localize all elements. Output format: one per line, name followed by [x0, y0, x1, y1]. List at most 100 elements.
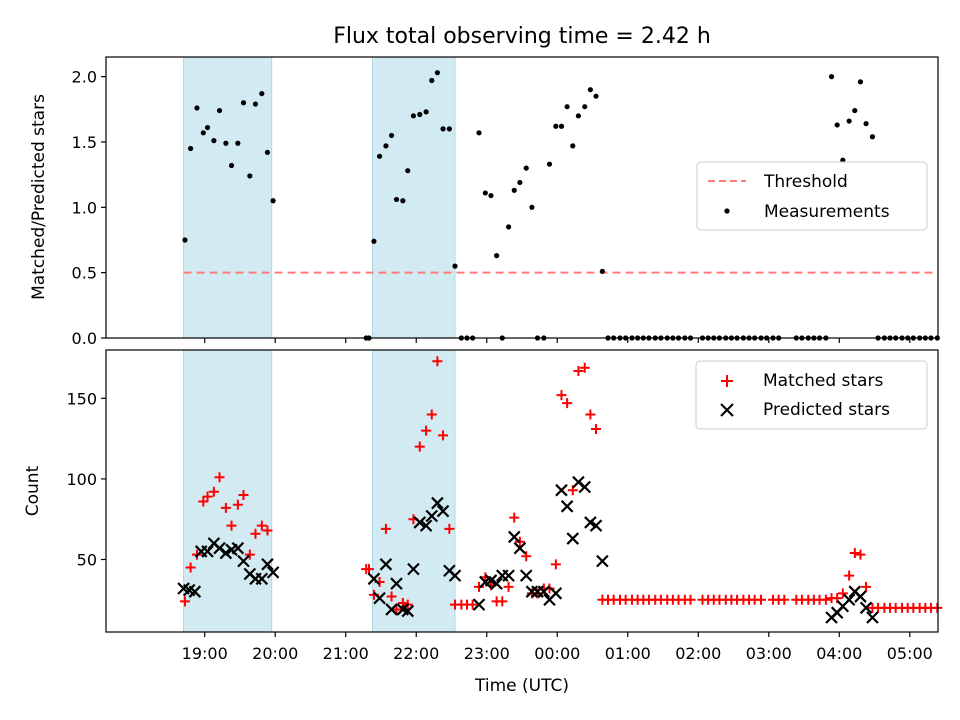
predicted-star-point: [201, 545, 214, 558]
measurement-point: [529, 204, 535, 210]
measurement-point: [405, 168, 411, 174]
predicted-star-points: [177, 475, 879, 624]
matched-star-point: [855, 549, 866, 560]
x-tick-label: 23:00: [464, 644, 510, 663]
measurement-point: [182, 237, 188, 243]
bottom-x-axis: 19:00 20:00 21:00 22:00 23:00 00:00 01:00 02:00…: [182, 632, 933, 663]
matched-star-point: [432, 356, 443, 367]
matched-star-point: [220, 502, 231, 513]
predicted-star-point: [407, 562, 420, 576]
predicted-star-point: [854, 590, 867, 603]
matched-star-point: [585, 409, 596, 420]
measurement-point: [599, 268, 605, 274]
legend-matched-label: Matched stars: [763, 371, 883, 391]
predicted-star-point: [519, 569, 533, 582]
measurement-point: [440, 126, 446, 132]
x-tick-label: 05:00: [887, 644, 933, 663]
bottom-y-axis: 50 100 150: [66, 389, 106, 569]
x-tick-label: 03:00: [746, 644, 792, 663]
matched-star-point: [550, 559, 561, 570]
measurement-point: [852, 107, 858, 114]
measurement-point: [228, 162, 235, 169]
matched-star-point: [386, 591, 397, 602]
y-tick-label: 150: [66, 389, 97, 408]
measurement-point: [834, 122, 840, 128]
measurement-point: [388, 132, 395, 139]
measurement-point: [564, 104, 570, 110]
shaded-interval-2: [372, 349, 456, 633]
y-tick-label: 1.5: [72, 133, 97, 152]
predicted-star-point: [866, 611, 879, 624]
predicted-star-point: [502, 569, 515, 582]
matched-star-point: [932, 602, 943, 613]
y-tick-label: 1.0: [72, 198, 97, 217]
predicted-star-point: [448, 569, 462, 582]
top-x-ticks: [204, 338, 911, 343]
x-tick-label: 04:00: [816, 644, 862, 663]
matched-star-point: [214, 472, 225, 483]
legend-measurements-label: Measurements: [764, 202, 890, 222]
matched-star-point: [414, 441, 425, 452]
measurement-point: [494, 253, 500, 259]
matched-star-point: [380, 523, 391, 534]
measurement-point: [223, 140, 229, 146]
measurement-point: [558, 123, 565, 129]
predicted-star-point: [401, 604, 415, 618]
measurement-point: [216, 107, 223, 114]
measurement-point: [593, 93, 599, 99]
matched-star-point: [256, 520, 267, 531]
predicted-star-point: [266, 566, 280, 579]
matched-star-point: [232, 499, 243, 510]
measurement-point: [587, 87, 593, 93]
predicted-star-point: [549, 587, 563, 600]
matched-star-point: [185, 562, 196, 573]
predicted-star-point: [188, 585, 202, 598]
legend-predicted-swatch: [720, 403, 734, 417]
measurement-point: [857, 79, 864, 85]
predicted-star-point: [537, 585, 551, 598]
top-legend-box: [696, 161, 928, 231]
matched-star-point: [556, 390, 567, 401]
matched-star-point: [579, 362, 590, 373]
x-tick-label: 20:00: [252, 644, 298, 663]
x-tick-label: 22:00: [393, 644, 439, 663]
predicted-star-point: [472, 598, 486, 611]
predicted-star-point: [373, 591, 386, 605]
measurement-point: [452, 263, 458, 269]
matched-star-point: [179, 596, 190, 607]
predicted-star-point: [596, 554, 609, 568]
measurement-point: [575, 113, 582, 119]
legend-threshold-label: Threshold: [763, 172, 848, 192]
y-tick-label: 0.5: [72, 264, 97, 283]
matched-star-point: [779, 594, 790, 605]
matched-star-point: [562, 398, 573, 409]
matched-star-point: [861, 581, 872, 592]
matched-star-point: [226, 520, 237, 531]
measurement-point: [188, 145, 194, 152]
matched-star-point: [238, 490, 249, 501]
measurement-point: [194, 105, 200, 111]
x-axis-label: Time (UTC): [474, 676, 569, 696]
measurement-point: [235, 140, 241, 146]
predicted-star-point: [566, 532, 580, 545]
top-legend: Threshold Measurements: [696, 161, 928, 231]
matched-star-point: [837, 588, 848, 599]
legend-measurements-swatch: [724, 208, 730, 214]
predicted-star-point: [525, 585, 539, 598]
measurement-point: [570, 143, 576, 149]
predicted-star-point: [231, 541, 245, 555]
measurement-point: [434, 70, 440, 76]
matched-star-points: [179, 356, 943, 615]
predicted-star-point: [379, 558, 393, 571]
predicted-star-point: [589, 519, 603, 532]
matched-star-point: [521, 551, 532, 562]
matched-star-point: [503, 581, 514, 592]
y-tick-label: 0.0: [72, 329, 97, 348]
bottom-ylabel: Count: [23, 465, 43, 516]
predicted-star-point: [431, 496, 444, 510]
x-tick-label: 21:00: [323, 644, 369, 663]
predicted-star-point: [507, 530, 521, 544]
predicted-star-point: [261, 558, 274, 571]
predicted-star-point: [237, 554, 250, 568]
